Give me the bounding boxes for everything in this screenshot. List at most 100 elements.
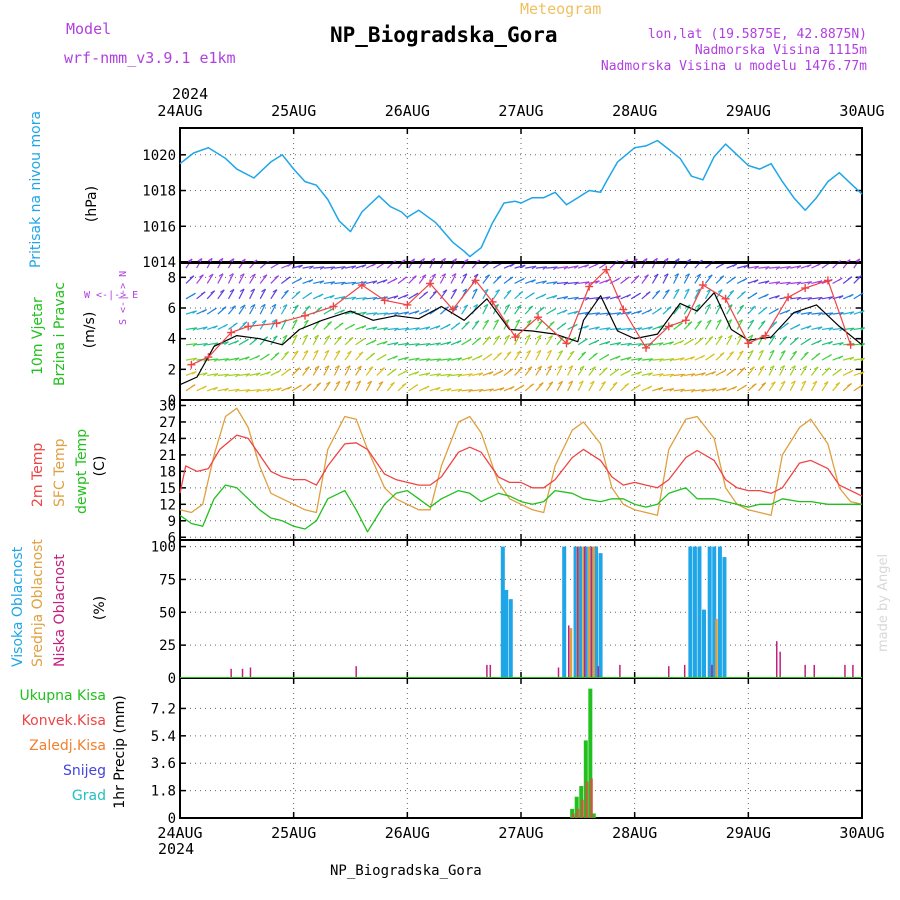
wind-arrow-head (689, 338, 694, 343)
wind-arrow (514, 304, 522, 315)
wind-arrow-head (547, 349, 552, 354)
wind-arrow (821, 296, 833, 300)
wind-arrow (810, 366, 819, 376)
wind-arrow-head (818, 296, 823, 301)
wind-arrow-head (316, 382, 322, 386)
wind-arrow (789, 380, 796, 392)
wind-arrow-head (594, 339, 600, 344)
wind-arrow-head (509, 263, 515, 267)
cloud-bar (707, 546, 712, 678)
wind-arrow-head (701, 372, 706, 376)
wind-arrow-head (775, 266, 781, 271)
wind-arrow (514, 350, 522, 361)
wind-arrow-head (474, 320, 480, 324)
wind-arrow-head (199, 274, 204, 278)
wind-arrow-head (239, 288, 245, 293)
wind-arrow-head (742, 384, 747, 389)
wind-arrow (471, 288, 478, 300)
cloud-bar (594, 546, 599, 678)
precip-bar (574, 796, 579, 818)
wind-arrow-head (636, 384, 641, 388)
wind-arrow (535, 350, 542, 361)
wind-arrow (790, 265, 802, 269)
wind-arrow (270, 304, 277, 315)
wind-arrow-head (476, 337, 482, 341)
cloud-bar (712, 546, 717, 678)
wind-arrow-head (213, 373, 219, 377)
wind-arrow-head (537, 365, 542, 370)
wind-arrow (344, 380, 351, 392)
wind-arrow-head (739, 304, 744, 309)
wind-arrow (344, 365, 351, 376)
wind-arrow (704, 288, 712, 300)
wind-arrow (546, 266, 558, 269)
wind-arrow (651, 273, 659, 284)
wind-arrow-head (742, 277, 748, 282)
wind-arrow-head (717, 289, 723, 293)
wind-arrow (715, 319, 722, 330)
wind-arrow (366, 312, 378, 315)
wind-arrow-head (229, 258, 235, 262)
wind-arrow-head (372, 280, 378, 284)
wind-arrow-head (380, 367, 385, 371)
cloud-bar (683, 664, 686, 678)
wind-arrow-head (287, 263, 292, 267)
wind-arrow (673, 357, 685, 361)
wind-arrow-head (669, 358, 675, 362)
wind-arrow (757, 365, 765, 376)
wind-arrow (472, 388, 484, 392)
cloud-bar (697, 546, 702, 678)
wind-arrow-head (632, 258, 638, 262)
wind-arrow-head (413, 292, 419, 297)
wind-arrow (684, 389, 696, 392)
wind-arrow-head (330, 266, 336, 271)
cloud-bar (583, 546, 588, 678)
wind-arrow-head (765, 266, 770, 270)
wind-arrow-head (345, 365, 351, 369)
wind-arrow (397, 342, 409, 346)
wind-arrow (238, 389, 251, 392)
wind-arrow (567, 350, 575, 361)
wind-arrow (238, 373, 250, 377)
wind-arrow (270, 335, 278, 346)
wind-arrow (578, 281, 590, 285)
cloud-bar (852, 664, 854, 678)
wind-arrow (620, 327, 632, 331)
wind-arrow (227, 289, 235, 300)
wind-arrow-head (753, 279, 759, 283)
wind-arrow-head (807, 297, 813, 301)
wind-arrow-head (655, 290, 661, 294)
wind-arrow-head (764, 293, 769, 298)
wind-arrow (811, 296, 823, 300)
wind-arrow-head (368, 366, 374, 370)
wind-arrow (790, 296, 802, 300)
wind-arrow (334, 295, 346, 300)
wind-arrow-head (536, 334, 542, 339)
wind-arrow-head (849, 356, 855, 361)
wind-arrow-head (695, 304, 701, 308)
wind-arrow-head (549, 321, 555, 325)
wind-arrow-head (234, 357, 240, 362)
wind-arrow-head (335, 365, 340, 369)
wind-arrow-head (731, 368, 736, 372)
wind-arrow-head (828, 341, 833, 345)
pressure-ytick-label: 1020 (142, 148, 176, 164)
wind-arrow-head (274, 352, 280, 356)
wind-arrow-head (741, 291, 746, 295)
wind-arrow-head (382, 340, 388, 345)
wind-arrow-head (722, 387, 727, 391)
wind-arrow-head (551, 308, 557, 312)
wind-arrow (270, 289, 278, 300)
wind-arrow (482, 319, 490, 330)
legend-conv-precip: Konvek.Kisa (22, 713, 106, 729)
wind-arrow-head (774, 308, 779, 312)
cloud-bar (489, 664, 492, 678)
wind-arrow (567, 281, 579, 285)
wind-arrow (408, 343, 420, 346)
wind-arrow-head (686, 258, 691, 263)
x-day-label-top: 27AUG (498, 102, 543, 120)
wind-arrow-head (847, 276, 853, 280)
wind-arrow-head (690, 373, 696, 377)
wind-arrow-head (616, 342, 622, 346)
wind-arrow-head (591, 366, 596, 370)
